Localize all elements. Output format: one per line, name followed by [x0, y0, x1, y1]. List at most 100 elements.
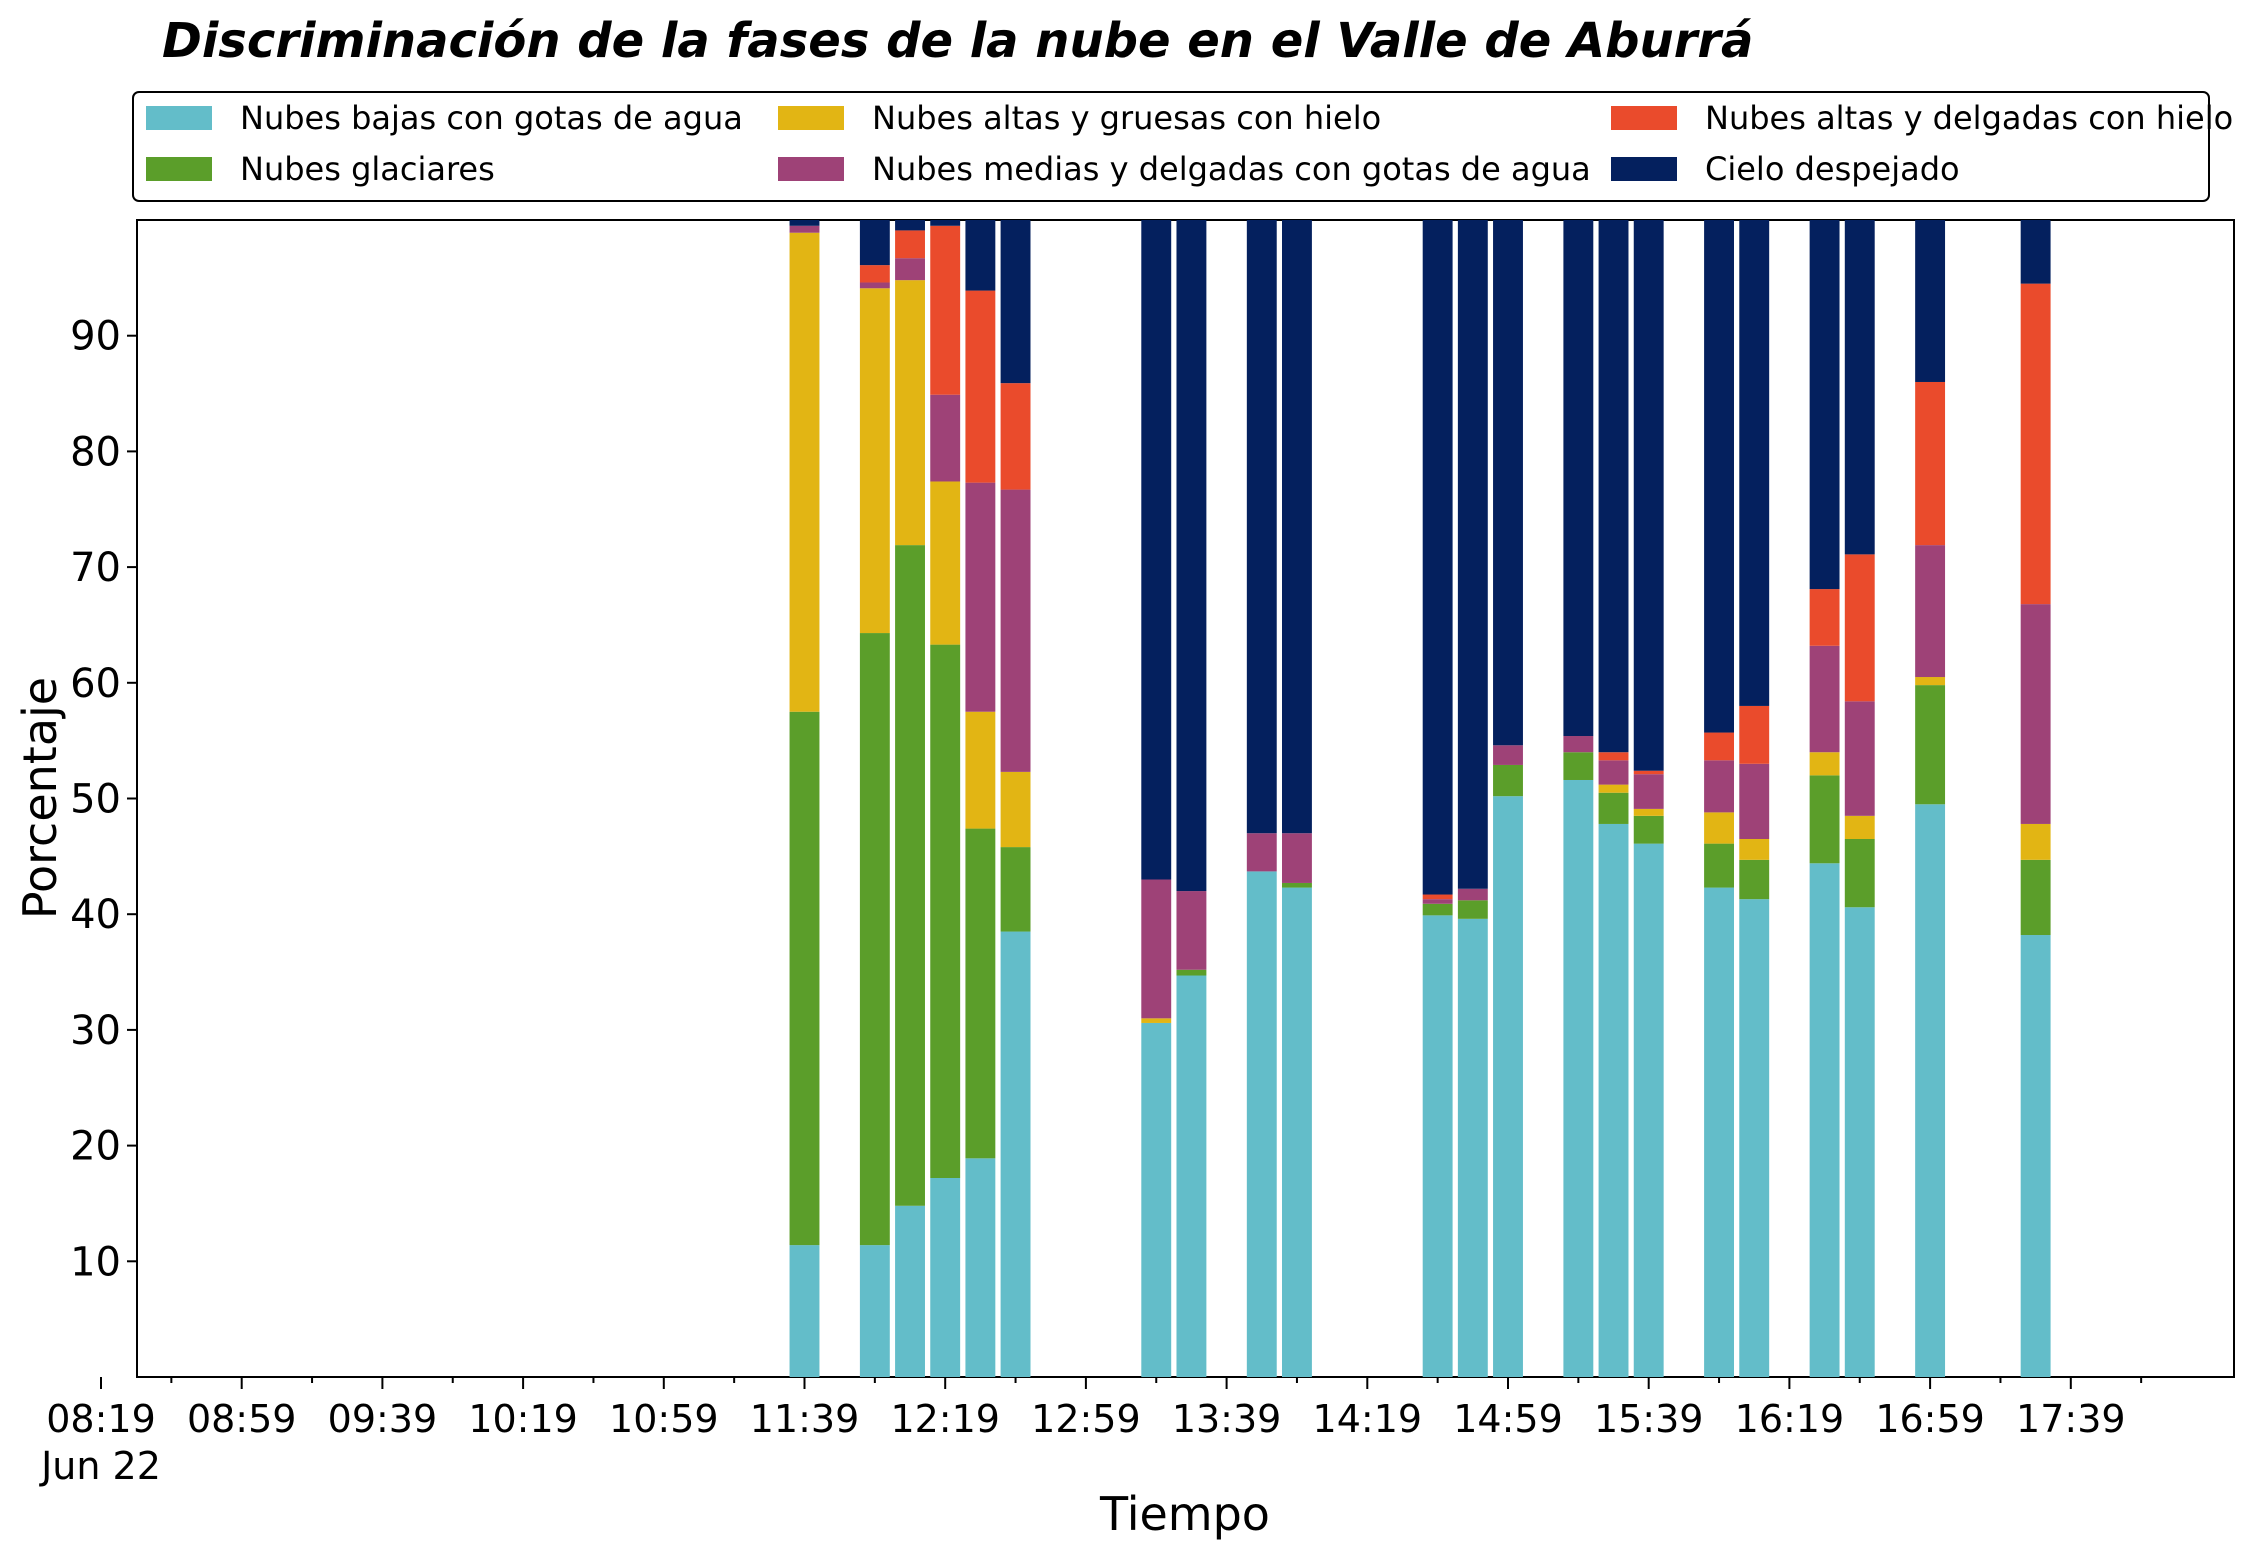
bar-segment	[1704, 887, 1734, 1377]
x-tick-label: 08:19	[46, 1397, 156, 1441]
bar-segment	[1633, 774, 1664, 809]
bar-segment	[930, 225, 961, 395]
bar-segment	[1246, 871, 1277, 1377]
x-tick-label: 12:59	[1031, 1397, 1141, 1441]
bar-segment	[1598, 792, 1629, 824]
bar-segment	[895, 1205, 925, 1377]
bar-segment	[859, 288, 890, 634]
bar-segment	[789, 232, 820, 712]
y-tick-label: 90	[70, 314, 121, 360]
bar-segment	[1739, 859, 1770, 900]
y-tick-label: 10	[70, 1239, 121, 1285]
legend-label: Nubes bajas con gotas de agua	[240, 99, 743, 137]
bar-segment	[1000, 383, 1031, 490]
bar-segment	[1176, 969, 1207, 976]
bar-segment	[1422, 915, 1453, 1377]
bar-segment	[1704, 760, 1734, 813]
bar-segment	[859, 265, 890, 283]
bar-segment	[1844, 554, 1875, 702]
bar-segment	[1739, 839, 1770, 860]
y-tick-label: 60	[70, 661, 121, 707]
bar-segment	[1704, 732, 1734, 761]
x-tick-label: 16:59	[1875, 1397, 1985, 1441]
x-tick-label: 13:39	[1172, 1397, 1282, 1441]
bar-segment	[1563, 752, 1594, 780]
bar-segment	[1000, 489, 1031, 772]
bar-segment	[1633, 808, 1664, 816]
x-tick-label: 15:39	[1594, 1397, 1704, 1441]
bar-segment	[1282, 833, 1312, 883]
bar-segment	[1809, 863, 1840, 1377]
bar-segment	[895, 230, 925, 259]
x-tick-label: 17:39	[2016, 1397, 2126, 1441]
bar-segment	[1493, 796, 1523, 1377]
y-axis-label: Porcentaje	[13, 677, 67, 919]
bar-segment	[2020, 220, 2051, 284]
bar-segment	[1457, 888, 1488, 901]
x-axis-label: Tiempo	[1099, 1487, 1270, 1541]
bar-segment	[1246, 220, 1277, 834]
bar-segment	[1141, 1018, 1172, 1023]
legend-label: Nubes altas y gruesas con hielo	[872, 99, 1381, 137]
bar-segment	[930, 220, 961, 226]
bar-segment	[1493, 220, 1523, 746]
bar-segment	[965, 220, 996, 291]
bar-segment	[930, 1178, 961, 1377]
bar-segment	[1598, 752, 1629, 761]
bar-segment	[1844, 220, 1875, 555]
bar-segment	[1704, 220, 1734, 733]
y-tick-label: 20	[70, 1124, 121, 1170]
bar-segment	[1493, 764, 1523, 797]
y-tick-label: 80	[70, 429, 121, 475]
bar-segment	[1633, 843, 1664, 1377]
chart-title: Discriminación de la fases de la nube en…	[162, 13, 1753, 69]
bar-segment	[1809, 589, 1840, 646]
bar-segment	[1457, 918, 1488, 1377]
bar-segment	[1141, 879, 1172, 1019]
bar-segment	[859, 282, 890, 289]
bar-segment	[930, 481, 961, 645]
bar-segment	[1563, 736, 1594, 753]
legend: Nubes bajas con gotas de agua Nubes glaci…	[132, 91, 2233, 202]
bar-segment	[1915, 381, 1946, 546]
bar-segment	[1739, 899, 1770, 1377]
legend-frame	[132, 91, 2210, 202]
legend-swatch	[1611, 106, 1677, 130]
bar-segment	[789, 711, 820, 1246]
bar-segment	[1809, 752, 1840, 776]
bar-segment	[1633, 770, 1664, 775]
bar-segment	[895, 545, 925, 1206]
bar-segment	[859, 633, 890, 1246]
bar-segment	[1141, 1022, 1172, 1377]
bar-segment	[965, 290, 996, 483]
x-tick-label: 14:19	[1313, 1397, 1423, 1441]
x-tick-label: 10:59	[609, 1397, 719, 1441]
bar-segment	[1000, 220, 1031, 384]
bar-segment	[1000, 771, 1031, 848]
bar-segment	[1915, 685, 1946, 805]
bar-segment	[895, 220, 925, 231]
bars	[789, 220, 2051, 1377]
legend-label: Nubes altas y delgadas con hielo	[1705, 99, 2233, 137]
bar-segment	[1176, 975, 1207, 1377]
bar-segment	[1246, 833, 1277, 872]
bar-segment	[1598, 823, 1629, 1377]
bar-segment	[1563, 220, 1594, 737]
bar-segment	[1739, 763, 1770, 839]
bar-segment	[1282, 887, 1312, 1377]
y-tick-label: 70	[70, 545, 121, 591]
legend-swatch	[146, 106, 212, 130]
x-tick-label: 10:19	[468, 1397, 578, 1441]
bar-segment	[859, 1245, 890, 1377]
bar-segment	[1598, 220, 1629, 753]
bar-segment	[1739, 220, 1770, 706]
bar-segment	[1915, 677, 1946, 686]
bar-segment	[1809, 220, 1840, 590]
bar-segment	[1282, 882, 1312, 888]
bar-segment	[1422, 894, 1453, 900]
bar-segment	[1457, 220, 1488, 889]
bar-segment	[859, 220, 890, 266]
bar-segment	[1704, 812, 1734, 844]
bar-segment	[965, 828, 996, 1159]
